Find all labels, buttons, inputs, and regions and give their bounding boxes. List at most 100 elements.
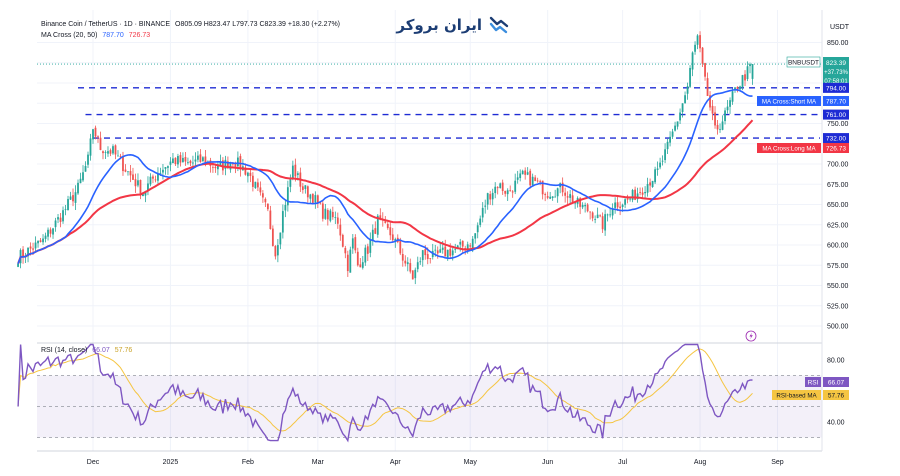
candle [157,167,159,185]
candle [57,213,59,224]
time-tick-label[interactable]: 2025 [163,459,179,466]
time-tick-label[interactable]: Aug [694,459,707,466]
candle [721,115,724,131]
candle [641,187,644,198]
candle [276,239,279,263]
price-tick-label: 625.00 [827,222,849,229]
candle [661,155,664,166]
candle [54,217,57,232]
candle [281,204,284,239]
candle [104,150,107,160]
candle [461,240,464,254]
candle [681,103,684,118]
candle [22,246,24,264]
grid [37,10,822,451]
candle [42,234,44,245]
candle [169,157,172,172]
candle [109,148,112,157]
time-tick-label[interactable]: Mar [312,459,325,466]
candle [266,203,269,212]
candle [217,160,219,176]
candle [419,257,422,265]
time-tick-label[interactable]: May [464,459,478,466]
candle [714,106,716,129]
candle [716,119,719,135]
time-axis-ticks[interactable]: Dec 2025 Feb Mar Apr May Jun Jul Aug Sep [87,459,784,466]
candle [274,245,277,260]
time-tick-label[interactable]: Jul [618,459,627,466]
symbol-tag: BNBUSDT [788,60,819,67]
candle [731,88,734,105]
symbol-legend: Binance Coin / TetherUS · 1D · BINANCE O… [41,21,343,28]
candle [336,212,339,229]
candle [34,236,37,253]
candle [114,144,117,160]
candle [644,186,646,200]
candle [304,185,307,194]
time-tick-label[interactable]: Apr [390,459,402,466]
candle [624,196,627,209]
brand-name: ایران بروکر [396,16,482,34]
candle [521,169,524,175]
candle [59,213,62,228]
symbol-title: Binance Coin / TetherUS · 1D · BINANCE [41,21,171,28]
candle [686,82,689,100]
candle [591,211,594,222]
candle [671,128,674,140]
candle [526,167,529,176]
ma-legend: MA Cross (20, 50) 787.70 726.73 [41,32,153,39]
candle [511,190,514,198]
candle [107,146,109,157]
candle [179,152,182,167]
candle [606,213,609,222]
candle [341,233,344,248]
candle [52,227,54,239]
candle [132,167,134,181]
candle [531,173,534,186]
time-tick-label[interactable]: Feb [242,459,254,466]
candle [79,172,82,184]
time-tick-label[interactable]: Sep [771,459,784,466]
time-tick-label[interactable]: Jun [542,459,553,466]
candle [289,174,292,193]
rsi-ma-legend-value: 57.76 [114,347,133,354]
rsi-ma-line [17,348,753,432]
candle [269,205,272,230]
candle [284,199,287,218]
candle [481,202,484,223]
candle [311,193,314,205]
candle [544,192,547,202]
lightning-icon[interactable] [745,330,757,342]
candle [326,208,329,226]
candle [719,123,721,133]
candle [37,240,39,248]
candle [679,108,681,125]
ma-long-line [17,119,754,264]
candle [519,169,522,182]
candle [306,185,309,203]
candle [279,232,282,250]
candle [569,189,572,205]
candle [177,153,179,169]
candle [499,182,502,189]
candle [224,155,227,176]
candle [556,187,559,203]
candle [616,195,619,212]
last-price-change: +37.73% [824,70,849,76]
candle [546,191,549,200]
ma-long-tag: MA Cross:Long MA 726.73 [757,143,849,153]
candle [564,187,567,203]
handshake-icon [489,16,509,34]
candle [77,179,79,195]
candle [404,255,407,267]
candle [137,173,139,188]
candle [187,157,189,165]
candle [524,167,527,180]
rsi-legend-value: 66.07 [92,347,110,354]
rsi-legend-label: RSI (14, close) [41,347,88,354]
candle [334,211,337,224]
time-tick-label[interactable]: Dec [87,459,100,466]
brand-logo: ایران بروکر [392,13,510,37]
candle [394,237,397,248]
